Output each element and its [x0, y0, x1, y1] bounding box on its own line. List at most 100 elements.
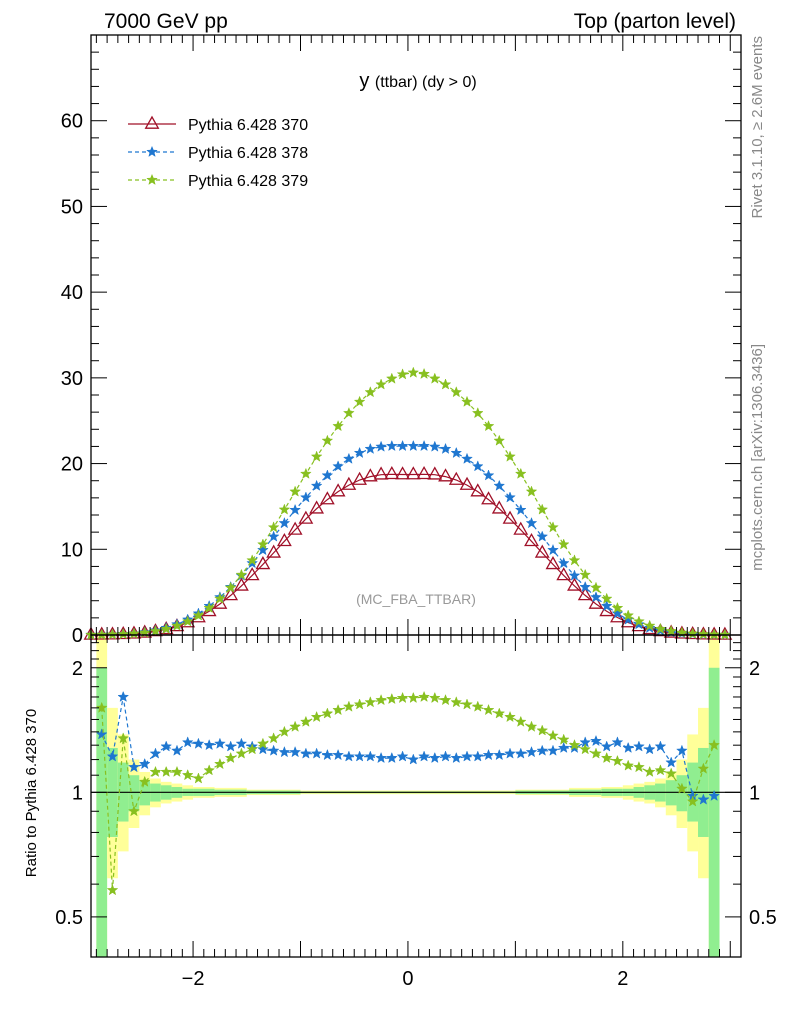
data-point — [289, 503, 302, 516]
data-point — [471, 406, 484, 419]
ratio-ylabel: Ratio to Pythia 6.428 370 — [23, 709, 40, 877]
data-point — [633, 615, 645, 627]
ratio-point — [611, 736, 624, 748]
ratio-point — [289, 745, 302, 758]
y-tick-label: 30 — [61, 368, 83, 390]
data-point — [557, 538, 570, 550]
data-point — [448, 471, 464, 485]
ratio-point — [171, 765, 183, 777]
ratio-point — [493, 707, 506, 719]
data-point — [536, 503, 549, 515]
ratio-point — [289, 720, 302, 732]
ratio-point — [686, 795, 699, 807]
data-point — [504, 450, 516, 462]
data-point — [611, 607, 624, 619]
data-point — [525, 485, 538, 497]
legend-entry: Pythia 6.428 370 — [128, 115, 308, 134]
data-point — [395, 466, 410, 480]
ratio-point — [257, 743, 269, 755]
legend-label: Pythia 6.428 370 — [188, 117, 308, 134]
data-point — [276, 532, 292, 547]
ratio-point — [160, 740, 173, 752]
legend: Pythia 6.428 370 Pythia 6.428 378 Pythia 6… — [128, 115, 308, 190]
ratio-point — [267, 744, 280, 756]
data-point — [396, 368, 409, 380]
ratio-y-tick-label-right: 2 — [749, 658, 760, 680]
ratio-series-0 — [95, 690, 721, 805]
ratio-point — [461, 698, 474, 710]
ratio-point — [321, 748, 334, 761]
x-tick-label: −2 — [182, 968, 205, 990]
legend-entry: Pythia 6.428 378 — [128, 145, 308, 162]
ratio-point — [385, 692, 398, 705]
ratio-point — [203, 738, 216, 751]
data-point — [405, 466, 421, 480]
data-point — [557, 557, 570, 569]
ratio-point — [235, 747, 248, 759]
ratio-point — [224, 751, 237, 764]
ratio-point — [428, 751, 441, 764]
ratio-point — [203, 764, 216, 776]
ratio-point — [299, 747, 312, 759]
ratio-point — [590, 747, 602, 759]
ratio-point — [396, 691, 409, 704]
data-point — [278, 503, 291, 515]
data-point — [330, 483, 346, 497]
data-point — [534, 544, 550, 558]
ratio-y-tick-label-right: 0.5 — [749, 907, 777, 929]
data-point — [547, 521, 559, 533]
data-point — [352, 471, 368, 485]
ratio-point — [482, 748, 495, 761]
data-point — [267, 530, 280, 542]
ratio-point — [708, 789, 721, 801]
data-point — [686, 627, 699, 639]
data-point — [622, 609, 635, 621]
ratio-point — [536, 724, 549, 736]
data-point — [611, 601, 624, 614]
data-point — [665, 624, 678, 637]
data-point — [149, 624, 162, 637]
data-point — [224, 581, 237, 593]
data-point — [439, 442, 452, 454]
data-point — [654, 622, 667, 634]
ratio-point — [514, 715, 527, 727]
x-tick-label: 0 — [402, 968, 413, 990]
data-point — [257, 543, 269, 556]
ratio-point — [364, 696, 377, 708]
data-point — [579, 580, 592, 593]
ratio-point — [106, 883, 119, 896]
data-point — [470, 483, 486, 497]
data-point — [588, 595, 604, 609]
ratio-point — [590, 734, 602, 747]
y-tick-label: 20 — [61, 454, 83, 476]
band-green — [676, 775, 688, 812]
data-point — [192, 609, 205, 621]
data-point — [332, 460, 344, 472]
data-point — [461, 452, 473, 464]
ratio-point — [214, 737, 226, 749]
y-tick-label: 0 — [72, 625, 83, 647]
data-point — [255, 556, 271, 570]
ratio-point — [461, 750, 473, 762]
header-left: 7000 GeV pp — [104, 10, 228, 33]
ratio-point — [676, 782, 688, 794]
ratio-point — [643, 765, 656, 777]
ratio-point — [310, 710, 323, 723]
ratio-point — [342, 700, 355, 712]
ratio-point — [267, 732, 280, 744]
ratio-point — [504, 710, 516, 723]
data-point — [170, 619, 183, 631]
ratio-point — [536, 744, 549, 756]
data-point — [620, 614, 636, 628]
data-point — [461, 395, 473, 407]
data-point — [450, 446, 463, 459]
y-tick-label: 10 — [61, 539, 83, 561]
ratio-point — [600, 751, 613, 764]
data-point — [471, 460, 484, 472]
data-point — [214, 592, 226, 604]
data-point — [416, 465, 432, 480]
watermark: (MC_FBA_TTBAR) — [356, 591, 476, 607]
ratio-point — [439, 693, 452, 706]
data-point — [342, 406, 355, 419]
